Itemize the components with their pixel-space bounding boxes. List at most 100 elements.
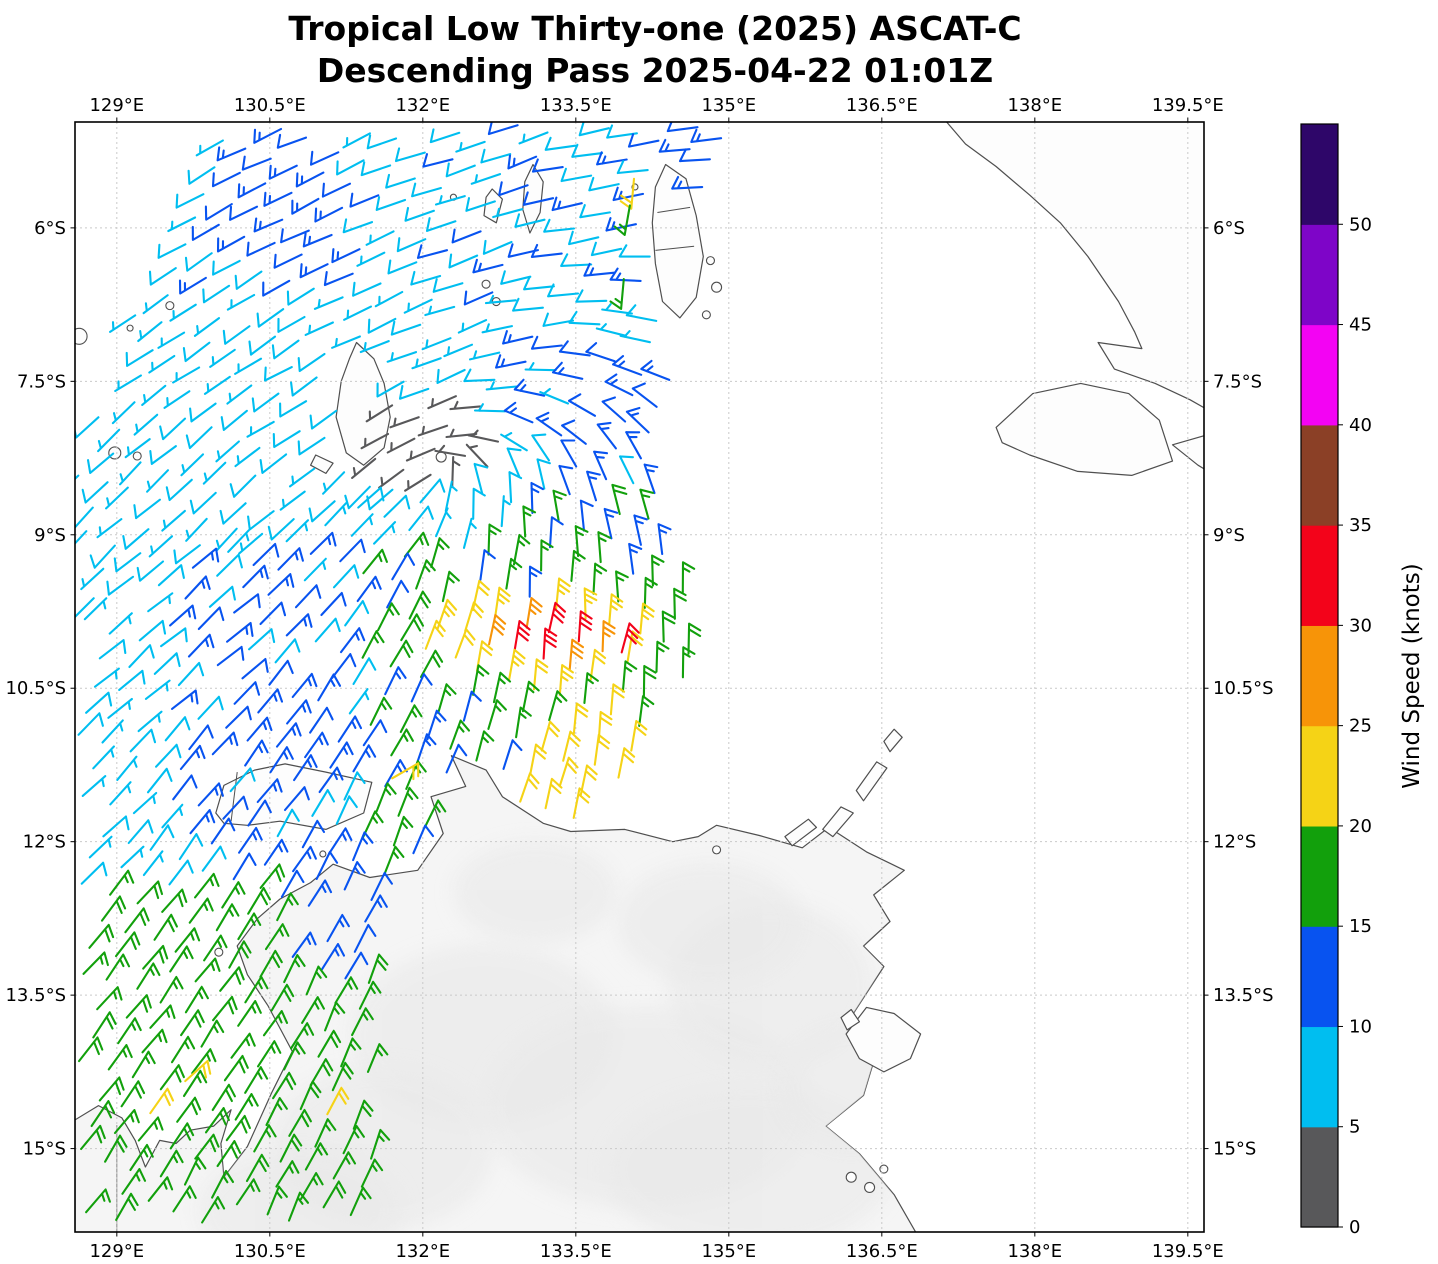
wind-barb bbox=[83, 597, 108, 621]
wind-barb bbox=[286, 699, 312, 725]
wind-barb bbox=[259, 863, 286, 889]
wind-barb bbox=[176, 1096, 202, 1123]
wind-barb bbox=[617, 747, 636, 779]
wind-barb bbox=[472, 258, 504, 274]
wind-barb bbox=[462, 690, 482, 722]
wind-barb bbox=[309, 409, 338, 430]
wind-barb bbox=[309, 150, 340, 166]
wind-barb bbox=[625, 431, 642, 460]
wind-barb bbox=[377, 602, 400, 632]
y-tick-label-left: 9°S bbox=[34, 525, 66, 546]
wind-barb bbox=[426, 709, 447, 741]
wind-barb bbox=[567, 393, 597, 417]
wind-barb bbox=[178, 833, 204, 861]
wind-barb bbox=[299, 263, 329, 279]
wind-barb bbox=[441, 570, 460, 603]
wind-barb bbox=[618, 244, 651, 258]
wind-barb bbox=[535, 411, 563, 437]
wind-barb bbox=[262, 279, 291, 297]
wind-barb bbox=[362, 548, 388, 575]
wind-barb bbox=[276, 133, 308, 149]
wind-barb bbox=[436, 598, 458, 630]
wind-barb bbox=[548, 516, 564, 549]
wind-barb bbox=[436, 368, 466, 384]
wind-barb bbox=[589, 648, 607, 681]
wind-barb bbox=[182, 1069, 208, 1098]
wind-barb bbox=[257, 688, 284, 714]
wind-barb bbox=[114, 931, 141, 958]
wind-barb bbox=[253, 217, 284, 233]
wind-barb bbox=[593, 733, 611, 766]
wind-barb bbox=[444, 480, 458, 513]
wind-barb bbox=[666, 122, 699, 133]
wind-barb bbox=[89, 544, 116, 569]
wind-barb bbox=[367, 953, 389, 984]
wind-barb bbox=[294, 584, 322, 609]
wind-barb bbox=[277, 315, 306, 333]
wind-barb bbox=[484, 294, 517, 305]
wind-barb bbox=[615, 570, 629, 603]
wind-barb bbox=[385, 173, 416, 189]
wind-barb bbox=[184, 252, 213, 272]
colorbar-tick-label: 40 bbox=[1349, 415, 1372, 436]
wind-barb bbox=[251, 392, 280, 413]
wind-barb bbox=[548, 690, 568, 722]
wind-barb bbox=[169, 1122, 195, 1150]
wind-barb bbox=[411, 182, 442, 198]
wind-barb bbox=[596, 421, 617, 450]
wind-barb bbox=[603, 507, 619, 540]
wind-barb bbox=[445, 428, 478, 439]
wind-barb bbox=[530, 243, 563, 258]
wind-barb bbox=[221, 881, 246, 909]
wind-barb bbox=[96, 986, 123, 1011]
wind-barb bbox=[505, 557, 523, 590]
wind-barb bbox=[429, 128, 461, 144]
wind-barb bbox=[627, 133, 660, 148]
wind-barb bbox=[138, 619, 167, 642]
wind-barb bbox=[508, 648, 526, 681]
wind-barb bbox=[200, 1019, 225, 1048]
wind-barb bbox=[475, 730, 495, 762]
wind-barb bbox=[317, 673, 342, 702]
wind-barb bbox=[404, 473, 432, 492]
wind-barb bbox=[142, 850, 164, 877]
wind-barb bbox=[168, 859, 194, 886]
islet bbox=[845, 1171, 857, 1183]
wind-barb bbox=[595, 323, 627, 337]
wind-barb bbox=[308, 500, 336, 523]
wind-barb bbox=[605, 217, 637, 232]
wind-barb bbox=[167, 216, 197, 233]
island-wessel2 bbox=[855, 761, 888, 802]
wind-barb bbox=[350, 513, 374, 537]
wind-barb bbox=[119, 461, 142, 486]
wind-barb bbox=[85, 1188, 111, 1214]
wind-barb bbox=[621, 660, 638, 693]
terrain-spot bbox=[453, 841, 617, 944]
wind-barb bbox=[216, 146, 247, 162]
islet bbox=[701, 310, 711, 320]
wind-barb bbox=[568, 638, 585, 671]
wind-barb bbox=[542, 627, 558, 660]
wind-barb bbox=[82, 951, 109, 975]
colorbar-tick-label: 15 bbox=[1349, 916, 1372, 937]
wind-barb bbox=[551, 196, 583, 212]
wind-barb bbox=[309, 531, 337, 555]
wind-barb bbox=[558, 464, 574, 496]
wind-barb bbox=[626, 630, 644, 663]
colorbar-segment bbox=[1301, 1026, 1338, 1128]
wind-barb bbox=[619, 177, 636, 210]
wind-barb bbox=[246, 716, 273, 742]
wind-barb bbox=[531, 433, 551, 462]
wind-barb bbox=[189, 809, 216, 835]
wind-barb bbox=[114, 374, 142, 393]
wind-barb bbox=[365, 404, 394, 423]
island-selaru bbox=[310, 454, 334, 474]
wind-barb bbox=[118, 669, 146, 691]
wind-barb bbox=[299, 1172, 324, 1201]
wind-barb bbox=[280, 228, 310, 244]
wind-barb bbox=[639, 602, 655, 635]
wind-barb bbox=[384, 759, 408, 788]
terrain-spot bbox=[616, 862, 801, 985]
x-tick-label-top: 129°E bbox=[89, 95, 144, 116]
